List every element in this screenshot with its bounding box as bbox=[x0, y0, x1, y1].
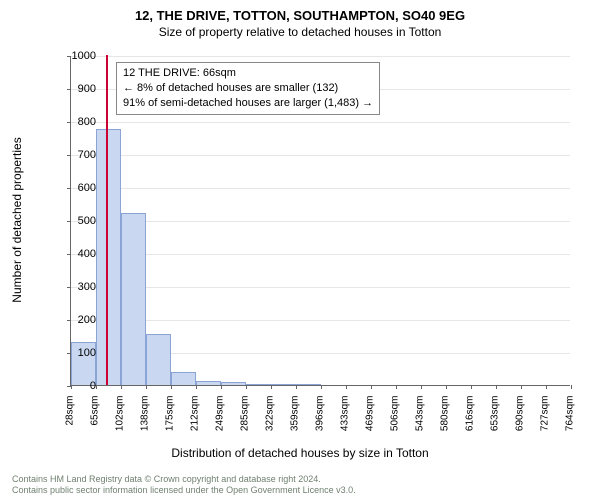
xtick-mark bbox=[246, 385, 247, 389]
xtick-mark bbox=[571, 385, 572, 389]
y-axis-label: Number of detached properties bbox=[10, 137, 24, 302]
xtick-mark bbox=[146, 385, 147, 389]
xtick-label: 690sqm bbox=[515, 396, 526, 444]
x-axis-label: Distribution of detached houses by size … bbox=[0, 446, 600, 460]
xtick-label: 138sqm bbox=[140, 396, 151, 444]
bar bbox=[271, 384, 296, 385]
xtick-mark bbox=[346, 385, 347, 389]
xtick-mark bbox=[496, 385, 497, 389]
xtick-label: 580sqm bbox=[440, 396, 451, 444]
xtick-label: 102sqm bbox=[115, 396, 126, 444]
chart-container: 12, THE DRIVE, TOTTON, SOUTHAMPTON, SO40… bbox=[0, 0, 600, 500]
xtick-mark bbox=[421, 385, 422, 389]
xtick-mark bbox=[121, 385, 122, 389]
ytick-label: 500 bbox=[56, 215, 96, 227]
xtick-label: 653sqm bbox=[490, 396, 501, 444]
title-sub: Size of property relative to detached ho… bbox=[0, 23, 600, 43]
xtick-mark bbox=[471, 385, 472, 389]
xtick-mark bbox=[546, 385, 547, 389]
title-main: 12, THE DRIVE, TOTTON, SOUTHAMPTON, SO40… bbox=[0, 0, 600, 23]
footer-attribution: Contains HM Land Registry data © Crown c… bbox=[12, 474, 356, 497]
xtick-mark bbox=[296, 385, 297, 389]
xtick-mark bbox=[521, 385, 522, 389]
xtick-mark bbox=[271, 385, 272, 389]
plot-area: 12 THE DRIVE: 66sqm← 8% of detached hous… bbox=[70, 56, 570, 386]
xtick-mark bbox=[171, 385, 172, 389]
bar bbox=[146, 334, 171, 385]
xtick-label: 212sqm bbox=[190, 396, 201, 444]
ytick-label: 600 bbox=[56, 182, 96, 194]
gridline bbox=[71, 56, 570, 57]
xtick-label: 506sqm bbox=[390, 396, 401, 444]
xtick-mark bbox=[321, 385, 322, 389]
xtick-mark bbox=[396, 385, 397, 389]
gridline bbox=[71, 155, 570, 156]
ytick-label: 300 bbox=[56, 281, 96, 293]
bar bbox=[171, 372, 196, 385]
xtick-label: 616sqm bbox=[465, 396, 476, 444]
xtick-label: 322sqm bbox=[265, 396, 276, 444]
xtick-label: 543sqm bbox=[415, 396, 426, 444]
xtick-mark bbox=[196, 385, 197, 389]
xtick-label: 396sqm bbox=[315, 396, 326, 444]
xtick-label: 727sqm bbox=[540, 396, 551, 444]
ytick-label: 1000 bbox=[56, 50, 96, 62]
bar bbox=[246, 384, 271, 385]
xtick-label: 433sqm bbox=[340, 396, 351, 444]
xtick-mark bbox=[446, 385, 447, 389]
xtick-label: 469sqm bbox=[365, 396, 376, 444]
xtick-label: 359sqm bbox=[290, 396, 301, 444]
ytick-label: 0 bbox=[56, 380, 96, 392]
ytick-label: 200 bbox=[56, 314, 96, 326]
ytick-label: 700 bbox=[56, 149, 96, 161]
ytick-label: 900 bbox=[56, 83, 96, 95]
xtick-label: 764sqm bbox=[565, 396, 576, 444]
info-line-1: 12 THE DRIVE: 66sqm bbox=[123, 66, 373, 81]
footer-line-1: Contains HM Land Registry data © Crown c… bbox=[12, 474, 356, 485]
xtick-mark bbox=[96, 385, 97, 389]
xtick-label: 175sqm bbox=[165, 396, 176, 444]
subject-marker-line bbox=[106, 55, 108, 385]
xtick-label: 285sqm bbox=[240, 396, 251, 444]
xtick-label: 249sqm bbox=[215, 396, 226, 444]
bar bbox=[121, 213, 146, 385]
bar bbox=[196, 381, 221, 385]
bar bbox=[96, 129, 121, 385]
bar bbox=[296, 384, 321, 385]
gridline bbox=[71, 122, 570, 123]
ytick-label: 400 bbox=[56, 248, 96, 260]
xtick-label: 28sqm bbox=[65, 396, 76, 444]
xtick-mark bbox=[221, 385, 222, 389]
footer-line-2: Contains public sector information licen… bbox=[12, 485, 356, 496]
bar bbox=[221, 382, 246, 385]
xtick-label: 65sqm bbox=[90, 396, 101, 444]
info-line-3: 91% of semi-detached houses are larger (… bbox=[123, 96, 373, 111]
ytick-label: 100 bbox=[56, 347, 96, 359]
xtick-mark bbox=[371, 385, 372, 389]
ytick-label: 800 bbox=[56, 116, 96, 128]
gridline bbox=[71, 188, 570, 189]
info-annotation-box: 12 THE DRIVE: 66sqm← 8% of detached hous… bbox=[116, 62, 380, 115]
info-line-2: ← 8% of detached houses are smaller (132… bbox=[123, 81, 373, 96]
